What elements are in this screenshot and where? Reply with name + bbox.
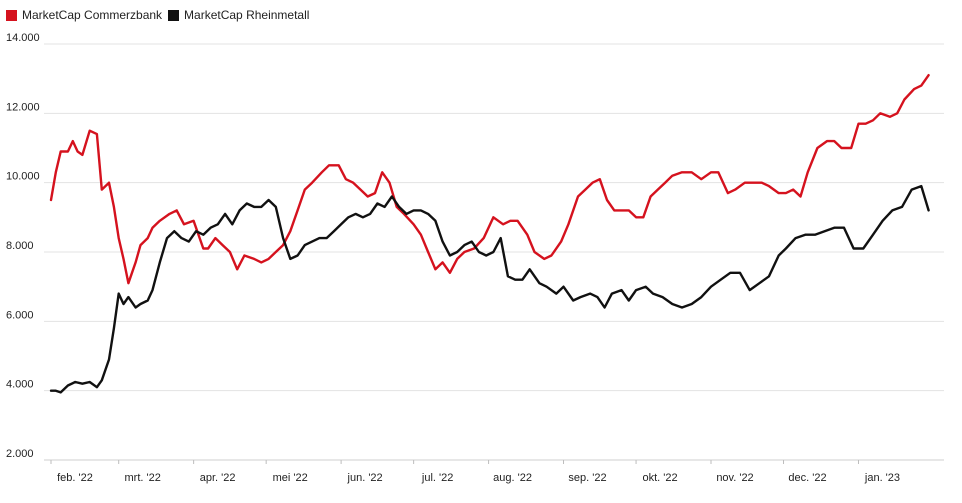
x-tick-label: mei '22 — [273, 472, 308, 484]
x-tick-label: jan. '23 — [864, 472, 900, 484]
series-line-rheinmetall — [49, 184, 930, 394]
x-tick-label: mrt. '22 — [125, 472, 161, 484]
series-line-commerzbank — [49, 73, 930, 285]
y-tick-label: 4.000 — [6, 379, 34, 391]
gridlines — [44, 43, 944, 461]
legend: MarketCap Commerzbank MarketCap Rheinmet… — [6, 6, 315, 24]
x-tick-label: dec. '22 — [788, 472, 826, 484]
legend-swatch-commerzbank — [6, 9, 17, 21]
x-tick-label: feb. '22 — [57, 472, 93, 484]
series-lines — [49, 73, 930, 394]
y-tick-label: 6.000 — [6, 309, 34, 321]
x-tick-label: jun. '22 — [347, 472, 383, 484]
y-tick-label: 10.000 — [6, 171, 40, 183]
x-tick-label: jul. '22 — [421, 472, 453, 484]
x-axis-ticks: feb. '22 mrt. '22 apr. '22 mei '22 jun. '22 j… — [50, 460, 900, 484]
legend-item-commerzbank[interactable]: MarketCap Commerzbank — [6, 8, 162, 22]
y-axis-ticks: 2.000 4.000 6.000 8.000 10.000 12.000 14.000 — [6, 32, 40, 460]
y-tick-label: 12.000 — [6, 101, 40, 113]
y-tick-label: 2.000 — [6, 448, 34, 460]
x-tick-label: sep. '22 — [568, 472, 606, 484]
x-tick-label: aug. '22 — [493, 472, 532, 484]
x-tick-label: apr. '22 — [200, 472, 236, 484]
legend-swatch-rheinmetall — [168, 9, 180, 21]
y-tick-label: 14.000 — [6, 32, 40, 44]
x-tick-label: nov. '22 — [716, 472, 753, 484]
legend-label-rheinmetall: MarketCap Rheinmetall — [184, 8, 310, 22]
legend-item-rheinmetall[interactable]: MarketCap Rheinmetall — [168, 8, 309, 22]
x-tick-label: okt. '22 — [642, 472, 677, 484]
legend-label-commerzbank: MarketCap Commerzbank — [22, 8, 163, 22]
y-tick-label: 8.000 — [6, 240, 34, 252]
